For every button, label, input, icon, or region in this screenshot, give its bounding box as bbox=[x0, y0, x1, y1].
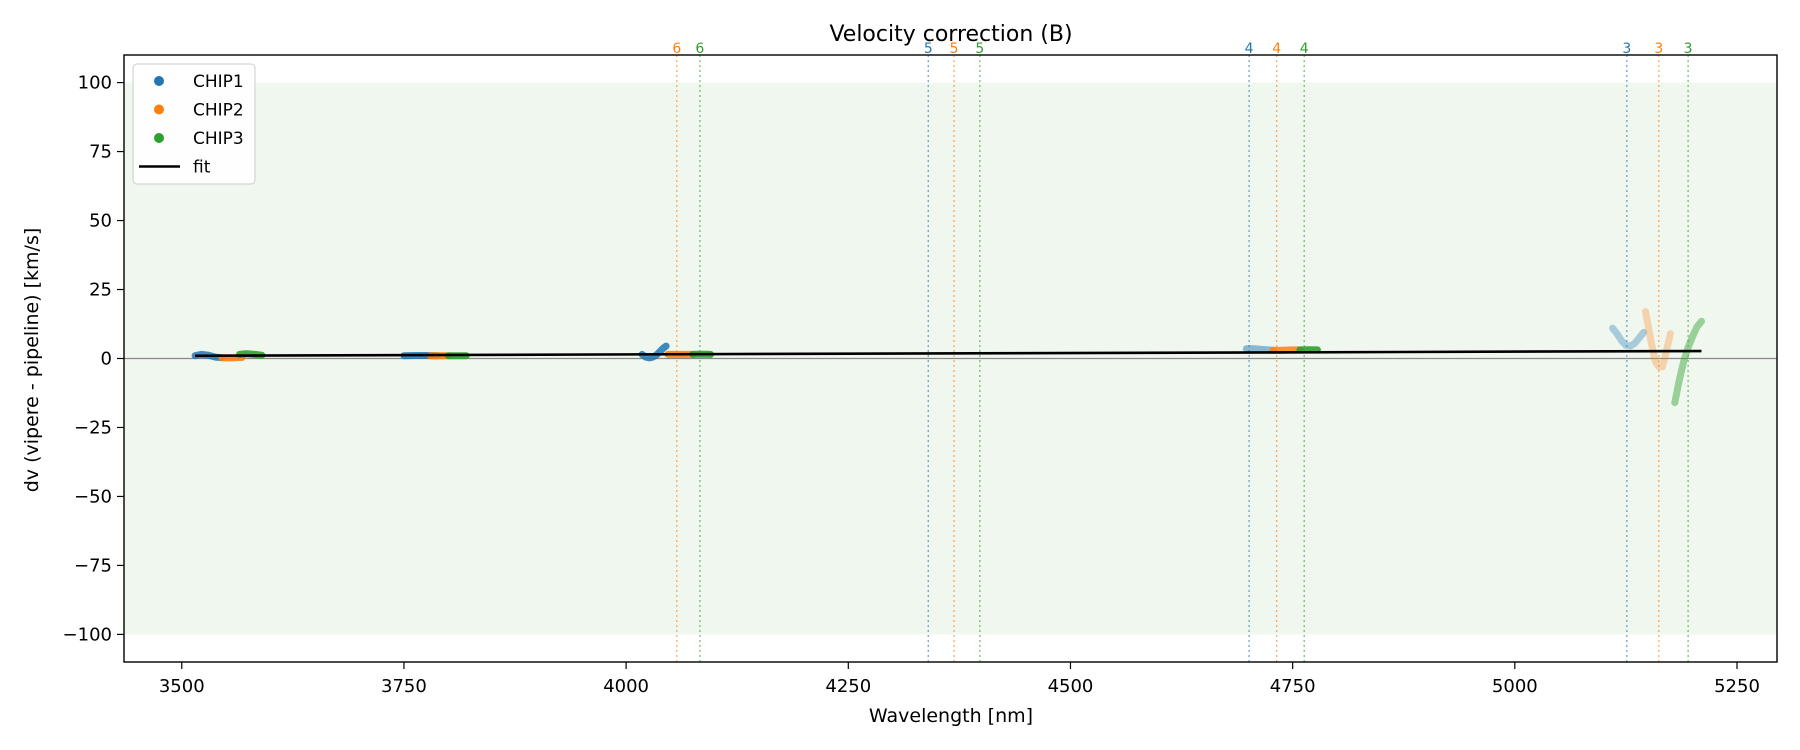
y-tick-label: −50 bbox=[74, 486, 112, 507]
x-tick-label: 5000 bbox=[1492, 676, 1538, 697]
legend: CHIP1 CHIP2 CHIP3 fit bbox=[132, 63, 256, 185]
x-tick-label: 4000 bbox=[603, 676, 649, 697]
order-marker-label: 6 bbox=[695, 41, 704, 57]
fit-line bbox=[195, 349, 1702, 358]
x-tick-label: 4500 bbox=[1048, 676, 1094, 697]
y-tick-label: −75 bbox=[74, 555, 112, 576]
y-tick-label: −100 bbox=[63, 624, 112, 645]
legend-label: CHIP2 bbox=[193, 101, 244, 121]
x-tick-label: 5250 bbox=[1714, 676, 1760, 697]
order-marker-label: 4 bbox=[1300, 41, 1309, 57]
legend-marker-chip2 bbox=[154, 104, 164, 115]
x-tick-label: 3500 bbox=[159, 676, 205, 697]
order-marker-label: 5 bbox=[924, 41, 933, 57]
data-points-chip3 bbox=[1671, 317, 1705, 407]
x-tick-label: 3750 bbox=[381, 676, 427, 697]
data-points-chip1 bbox=[638, 342, 670, 362]
legend-marker-chip3 bbox=[154, 133, 164, 143]
order-marker-label: 5 bbox=[950, 41, 959, 57]
legend-label: CHIP1 bbox=[193, 72, 244, 92]
data-points-chip1 bbox=[1242, 345, 1277, 354]
x-tick-label: 4750 bbox=[1270, 676, 1316, 697]
legend-label: fit bbox=[193, 158, 211, 178]
legend-marker-chip1 bbox=[154, 76, 164, 86]
y-tick-label: 50 bbox=[89, 211, 112, 232]
order-marker-label: 5 bbox=[975, 41, 984, 57]
data-points-chip1 bbox=[1609, 324, 1648, 350]
y-tick-label: 0 bbox=[101, 349, 112, 370]
legend-box bbox=[132, 63, 256, 185]
y-tick-label: 100 bbox=[78, 73, 112, 94]
order-marker-label: 6 bbox=[672, 41, 681, 57]
legend-label: CHIP3 bbox=[193, 129, 244, 149]
x-axis-label: Wavelength [nm] bbox=[869, 705, 1033, 727]
order-marker-label: 4 bbox=[1272, 41, 1281, 57]
y-axis-label: dv (vipere - pipeline) [km/s] bbox=[21, 228, 43, 493]
data-points-chip2 bbox=[1642, 308, 1674, 371]
y-tick-label: 25 bbox=[89, 280, 112, 301]
order-marker-label: 4 bbox=[1245, 41, 1254, 57]
y-tick-label: 75 bbox=[89, 142, 112, 163]
chart-title: Velocity correction (B) bbox=[829, 22, 1072, 47]
order-marker-label: 3 bbox=[1684, 41, 1693, 57]
order-marker-label: 3 bbox=[1622, 41, 1631, 57]
y-tick-label: −25 bbox=[74, 417, 112, 438]
x-tick-label: 4250 bbox=[825, 676, 871, 697]
order-marker-label: 3 bbox=[1654, 41, 1663, 57]
